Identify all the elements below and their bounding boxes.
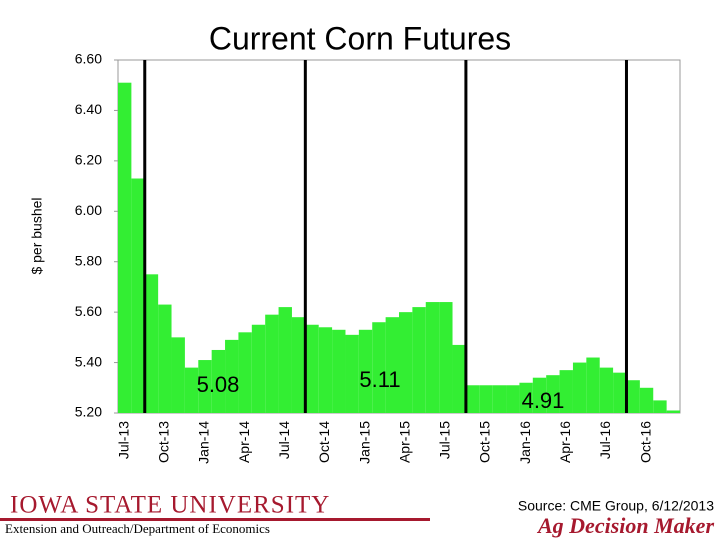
y-tick-label: 5.40 (75, 353, 102, 369)
bar (412, 307, 426, 413)
x-tick-label: Jul-13 (115, 421, 131, 459)
bar (345, 334, 359, 413)
bar (653, 400, 667, 413)
bar (158, 304, 172, 413)
x-tick-label: Oct-14 (316, 421, 332, 463)
bar (425, 302, 440, 413)
bar (251, 324, 266, 413)
bar (265, 314, 279, 413)
y-tick-label: 6.40 (75, 101, 102, 117)
bar (452, 344, 466, 413)
y-tick-label: 5.60 (75, 303, 102, 319)
y-tick-label: 5.80 (75, 252, 102, 268)
annotation: 5.11 (359, 367, 400, 392)
bar (613, 372, 627, 413)
bar (385, 317, 399, 413)
x-tick-label: Jul-15 (437, 421, 453, 459)
x-tick-label: Oct-13 (156, 421, 172, 463)
bar (171, 337, 185, 413)
bar (492, 385, 507, 413)
bar (291, 317, 306, 413)
x-tick-label: Jan-14 (196, 421, 212, 464)
source: Source: CME Group, 6/12/2013 (518, 498, 714, 514)
bar (586, 357, 600, 413)
x-tick-label: Oct-16 (637, 421, 653, 463)
bar (184, 367, 199, 413)
x-tick-label: Jul-16 (597, 421, 613, 459)
bar (519, 382, 533, 413)
bar (399, 312, 413, 413)
bar (144, 274, 159, 413)
brand: Ag Decision Maker (536, 513, 714, 538)
bar (305, 324, 319, 413)
bar (506, 385, 520, 413)
bar (639, 387, 654, 413)
bar (546, 375, 560, 413)
bar (358, 329, 373, 413)
x-tick-label: Jul-14 (276, 421, 292, 459)
x-tick-label: Jan-16 (517, 421, 533, 464)
bar (532, 377, 547, 413)
y-axis-label: $ per bushel (29, 197, 45, 274)
bar (198, 360, 212, 413)
department: Extension and Outreach/Department of Eco… (5, 521, 270, 536)
footer-rule (0, 518, 430, 521)
bar (626, 380, 640, 413)
bar (118, 82, 132, 413)
footer (0, 489, 720, 540)
bar (572, 362, 587, 413)
bar (238, 332, 252, 413)
bar (225, 339, 239, 413)
x-tick-label: Jan-15 (356, 421, 372, 464)
bar (278, 307, 292, 413)
bar (332, 329, 346, 413)
bar (372, 322, 386, 413)
bar (559, 370, 573, 413)
university-name: Iowa State University (10, 492, 330, 519)
bar (211, 349, 226, 413)
bar (465, 385, 480, 413)
y-tick-label: 5.20 (75, 404, 102, 420)
x-tick-label: Oct-15 (477, 421, 493, 463)
bar (479, 385, 493, 413)
x-tick-label: Apr-15 (396, 421, 412, 463)
bar (318, 327, 333, 413)
y-tick-label: 6.20 (75, 152, 102, 168)
bar (666, 410, 680, 413)
chart-title: Current Corn Futures (209, 20, 511, 56)
bar (439, 302, 453, 413)
annotation: 4.91 (522, 388, 565, 413)
annotation: 5.08 (197, 372, 240, 397)
x-tick-label: Apr-14 (236, 421, 252, 463)
x-tick-label: Apr-16 (557, 421, 573, 463)
y-tick-label: 6.60 (75, 51, 102, 67)
y-tick-label: 6.00 (75, 202, 102, 218)
bar (599, 367, 614, 413)
bar (131, 178, 145, 413)
